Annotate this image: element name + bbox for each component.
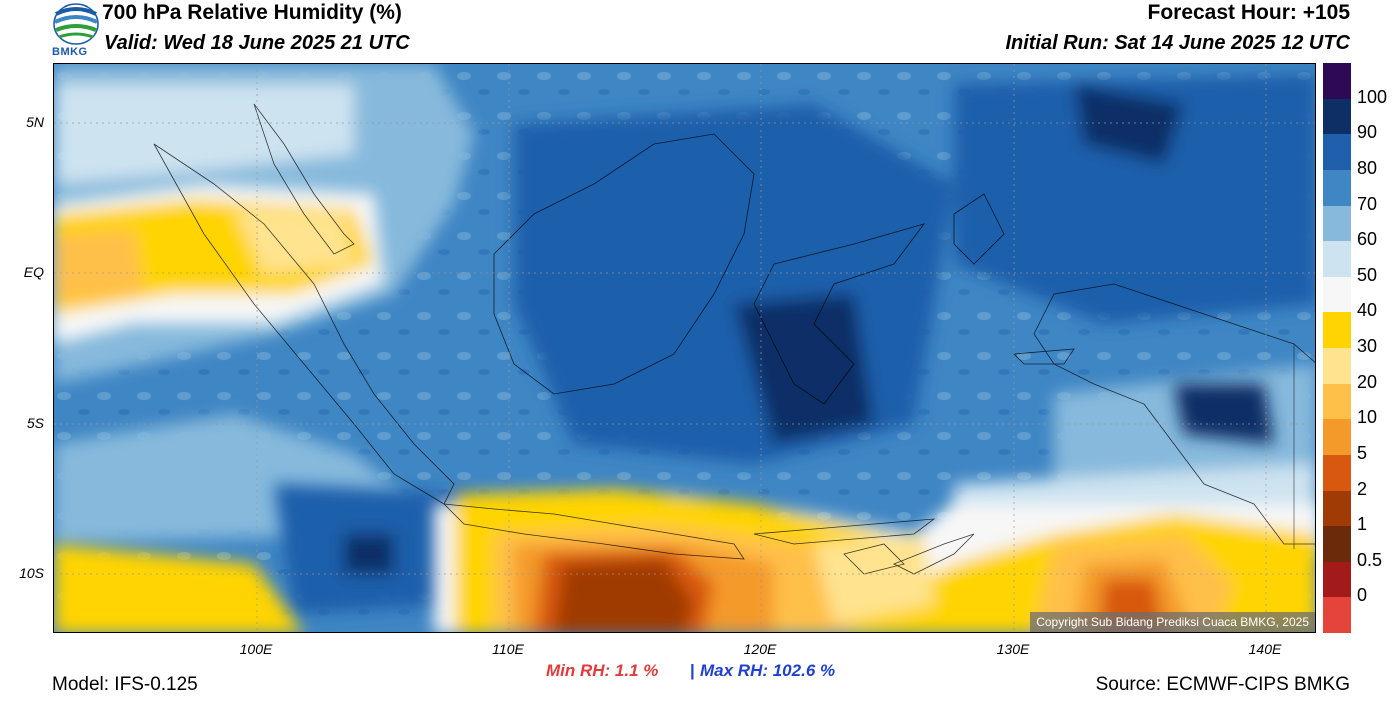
colorbar-label: 0.5 [1357,549,1383,570]
coastline-layer [153,103,1315,575]
colorbar-segment [1323,241,1351,277]
colorbar-segment [1323,134,1351,170]
humidity-map: Copyright Sub Bidang Prediksi Cuaca BMKG… [53,63,1316,633]
model-label: Model: IFS-0.125 [52,674,198,695]
colorbar-segment [1323,169,1351,206]
colorbar-label: 0 [1357,585,1368,606]
colorbar-segment [1323,454,1351,491]
colorbar-label: 2 [1357,478,1368,499]
graticule [54,64,1315,632]
lat-label-10s: 10S [19,565,44,581]
colorbar [1323,63,1351,633]
rh-separator: | [690,661,695,680]
colorbar-segment [1323,312,1351,348]
colorbar-label: 30 [1357,336,1378,356]
initial-run: Initial Run: Sat 14 June 2025 12 UTC [1005,32,1350,54]
min-rh: Min RH: 1.1 % [546,661,659,680]
colorbar-segment [1323,205,1351,242]
logo-text: BMKG [52,46,88,58]
colorbar-segment [1323,419,1351,455]
colorbar-label: 10 [1357,407,1378,428]
colorbar-label: 20 [1357,371,1378,392]
lon-label-120e: 120E [743,641,777,657]
colorbar-segment [1323,597,1351,633]
colorbar-label: 40 [1357,300,1378,321]
colorbar-label: 70 [1357,193,1378,214]
valid-time: Valid: Wed 18 June 2025 21 UTC [104,32,410,54]
colorbar-segment [1323,63,1351,99]
colorbar-label: 100 [1357,86,1388,107]
lat-label-5n: 5N [26,114,44,130]
colorbar-segment [1323,561,1351,598]
copyright-notice: Copyright Sub Bidang Prediksi Cuaca BMKG… [1030,612,1315,632]
colorbar-label: 90 [1357,122,1378,143]
chart-title: 700 hPa Relative Humidity (%) [102,1,402,24]
colorbar-segment [1323,490,1351,527]
colorbar-label: 50 [1357,264,1378,285]
humidity-field [54,64,1315,632]
colorbar-label: 5 [1357,442,1368,463]
colorbar-segment [1323,348,1351,384]
colorbar-segment [1323,526,1351,562]
lon-label-100e: 100E [239,641,273,657]
source-label: Source: ECMWF-CIPS BMKG [1095,674,1350,695]
colorbar-segment [1323,98,1351,135]
colorbar-label: 80 [1357,157,1378,178]
forecast-hour: Forecast Hour: +105 [1147,1,1351,24]
lat-label-5s: 5S [26,415,44,431]
colorbar-segment [1323,383,1351,420]
max-rh: Max RH: 102.6 % [700,661,836,680]
colorbar-label: 1 [1357,514,1368,535]
lat-label-eq: EQ [23,264,44,280]
lon-label-130e: 130E [996,641,1030,657]
colorbar-segment [1323,276,1351,313]
lon-label-110e: 110E [492,641,524,657]
colorbar-label: 60 [1357,229,1378,250]
lon-label-140e: 140E [1248,641,1282,657]
bmkg-logo [52,0,100,60]
